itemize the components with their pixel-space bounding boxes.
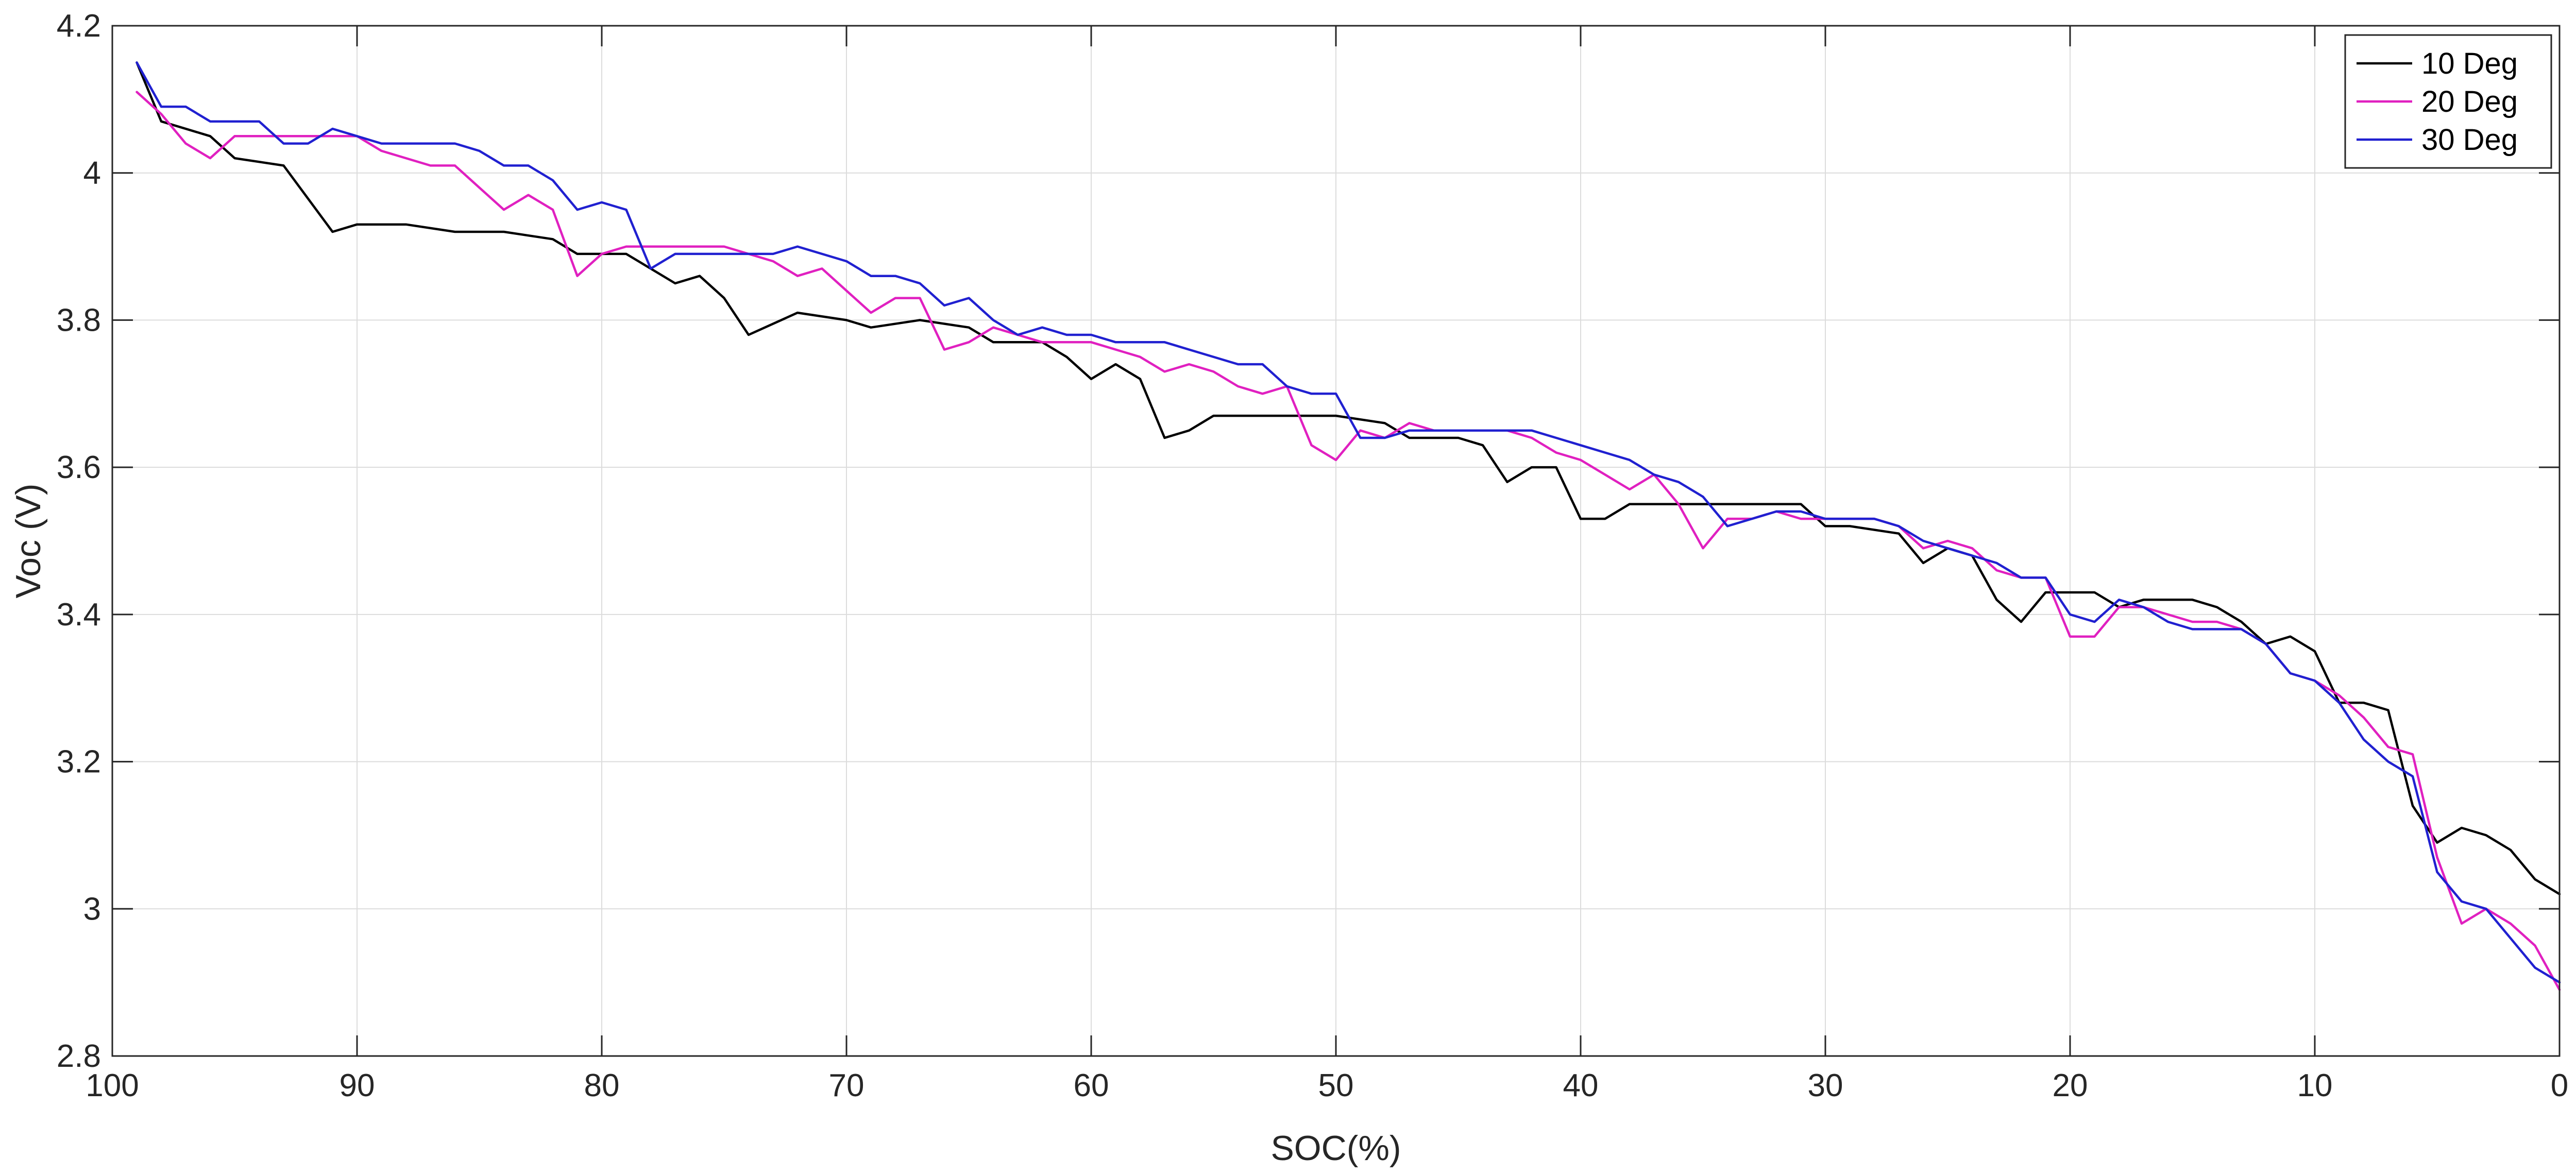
legend-label: 20 Deg	[2421, 85, 2518, 118]
y-tick-label: 3.4	[57, 597, 101, 633]
x-tick-label: 80	[584, 1068, 620, 1103]
x-tick-label: 0	[2551, 1068, 2568, 1103]
tick-labels: 100 90 80 70 60 50 40 30 20 10 02.833.23.43.63.844…	[57, 8, 2568, 1103]
y-tick-label: 4.2	[57, 8, 101, 44]
series-layer	[135, 61, 2561, 991]
legend-label: 30 Deg	[2421, 123, 2518, 157]
x-tick-label: 10	[2297, 1068, 2333, 1103]
tick-marks	[111, 25, 2561, 1057]
x-tick-label: 90	[340, 1068, 375, 1103]
series-line-30-deg	[135, 61, 2561, 984]
y-tick-label: 2.8	[57, 1038, 101, 1074]
series-line-10-deg	[135, 61, 2561, 895]
y-axis-label: Voc (V)	[9, 484, 48, 599]
x-tick-label: 40	[1563, 1068, 1599, 1103]
y-tick-label: 3	[83, 891, 101, 927]
x-axis-label: SOC(%)	[1270, 1129, 1401, 1168]
y-tick-label: 4	[83, 156, 101, 191]
x-tick-label: 100	[86, 1068, 139, 1103]
x-tick-label: 20	[2053, 1068, 2088, 1103]
y-tick-label: 3.6	[57, 450, 101, 485]
x-tick-label: 30	[1808, 1068, 1843, 1103]
x-tick-label: 60	[1074, 1068, 1109, 1103]
x-tick-label: 70	[829, 1068, 865, 1103]
y-tick-label: 3.2	[57, 744, 101, 780]
legend: 10 Deg 20 Deg 30 Deg	[2344, 34, 2552, 169]
x-tick-label: 50	[1318, 1068, 1354, 1103]
legend-label: 10 Deg	[2421, 47, 2518, 80]
y-tick-label: 3.8	[57, 302, 101, 338]
